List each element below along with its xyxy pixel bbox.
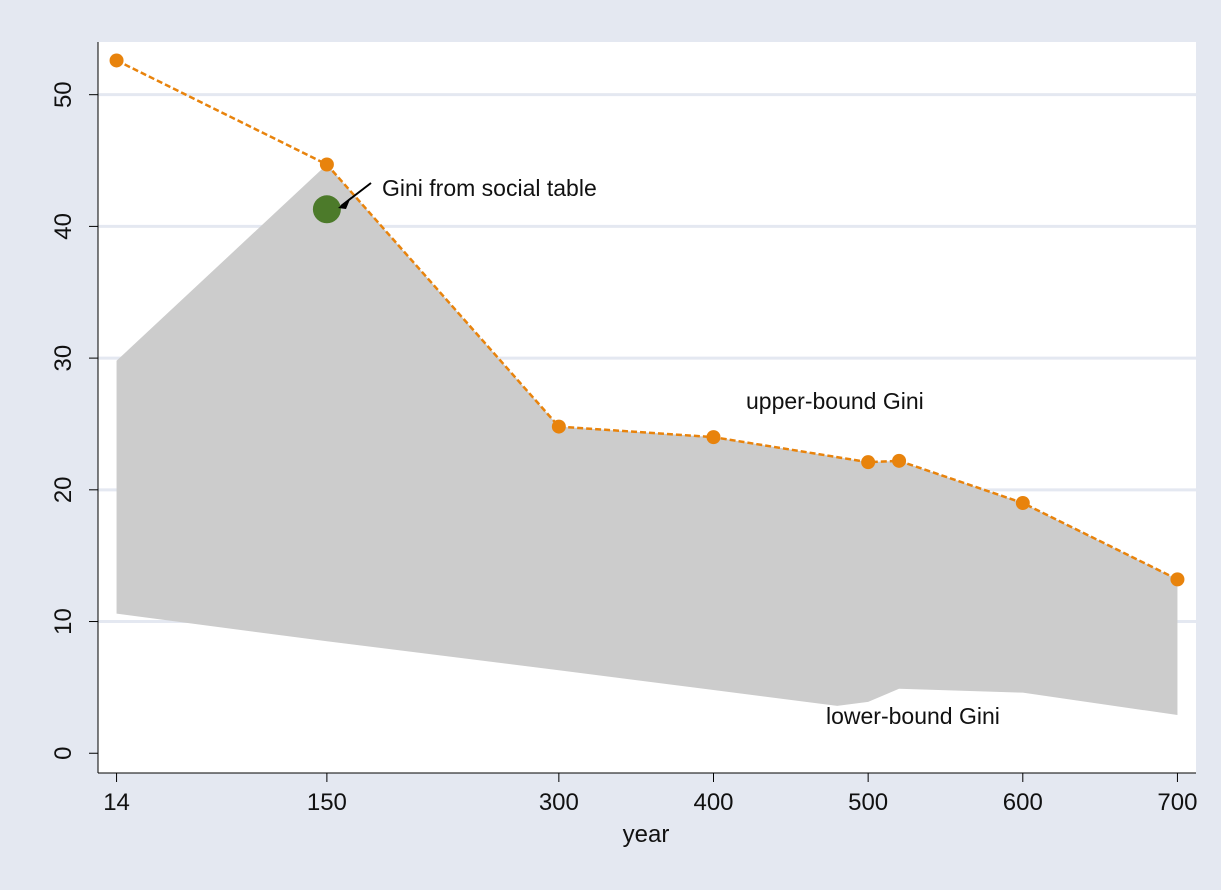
x-tick-label: 14	[103, 789, 130, 816]
x-tick-label: 300	[539, 789, 579, 816]
x-tick-label: 150	[307, 789, 347, 816]
annotation-arrow-head	[338, 197, 351, 209]
x-tick-label: 700	[1157, 789, 1197, 816]
upper-bound-markers	[109, 53, 1185, 587]
y-ticks: 0 10 20 30 40 50	[50, 81, 98, 760]
social-table-annotation: Gini from social table	[382, 175, 597, 201]
upper-bound-marker	[551, 419, 566, 434]
x-tick-label: 500	[848, 789, 888, 816]
y-tick-label: 10	[50, 608, 77, 635]
gini-range-band	[116, 164, 1178, 716]
upper-bound-line	[116, 59, 1178, 581]
x-axis-label: year	[623, 821, 670, 848]
upper-bound-marker	[892, 453, 907, 468]
y-tick-label: 50	[50, 81, 77, 108]
upper-bound-annotation: upper-bound Gini	[746, 388, 924, 414]
upper-bound-marker	[109, 53, 124, 68]
y-tick-label: 0	[50, 747, 77, 760]
y-tick-label: 40	[50, 213, 77, 240]
upper-bound-marker	[1170, 572, 1185, 587]
y-tick-label: 20	[50, 476, 77, 503]
social-table-point	[312, 195, 341, 224]
x-tick-label: 600	[1003, 789, 1043, 816]
upper-bound-marker	[319, 157, 334, 172]
social-table-point-group	[312, 195, 341, 224]
x-tick-label: 400	[693, 789, 733, 816]
lower-bound-annotation: lower-bound Gini	[826, 703, 1000, 729]
upper-bound-marker	[706, 430, 721, 445]
x-ticks: 14 150 300 400 500 600 700	[103, 773, 1197, 816]
upper-bound-marker	[861, 455, 876, 470]
upper-bound-marker	[1015, 495, 1030, 510]
y-tick-label: 30	[50, 345, 77, 372]
axes	[97, 42, 1196, 774]
